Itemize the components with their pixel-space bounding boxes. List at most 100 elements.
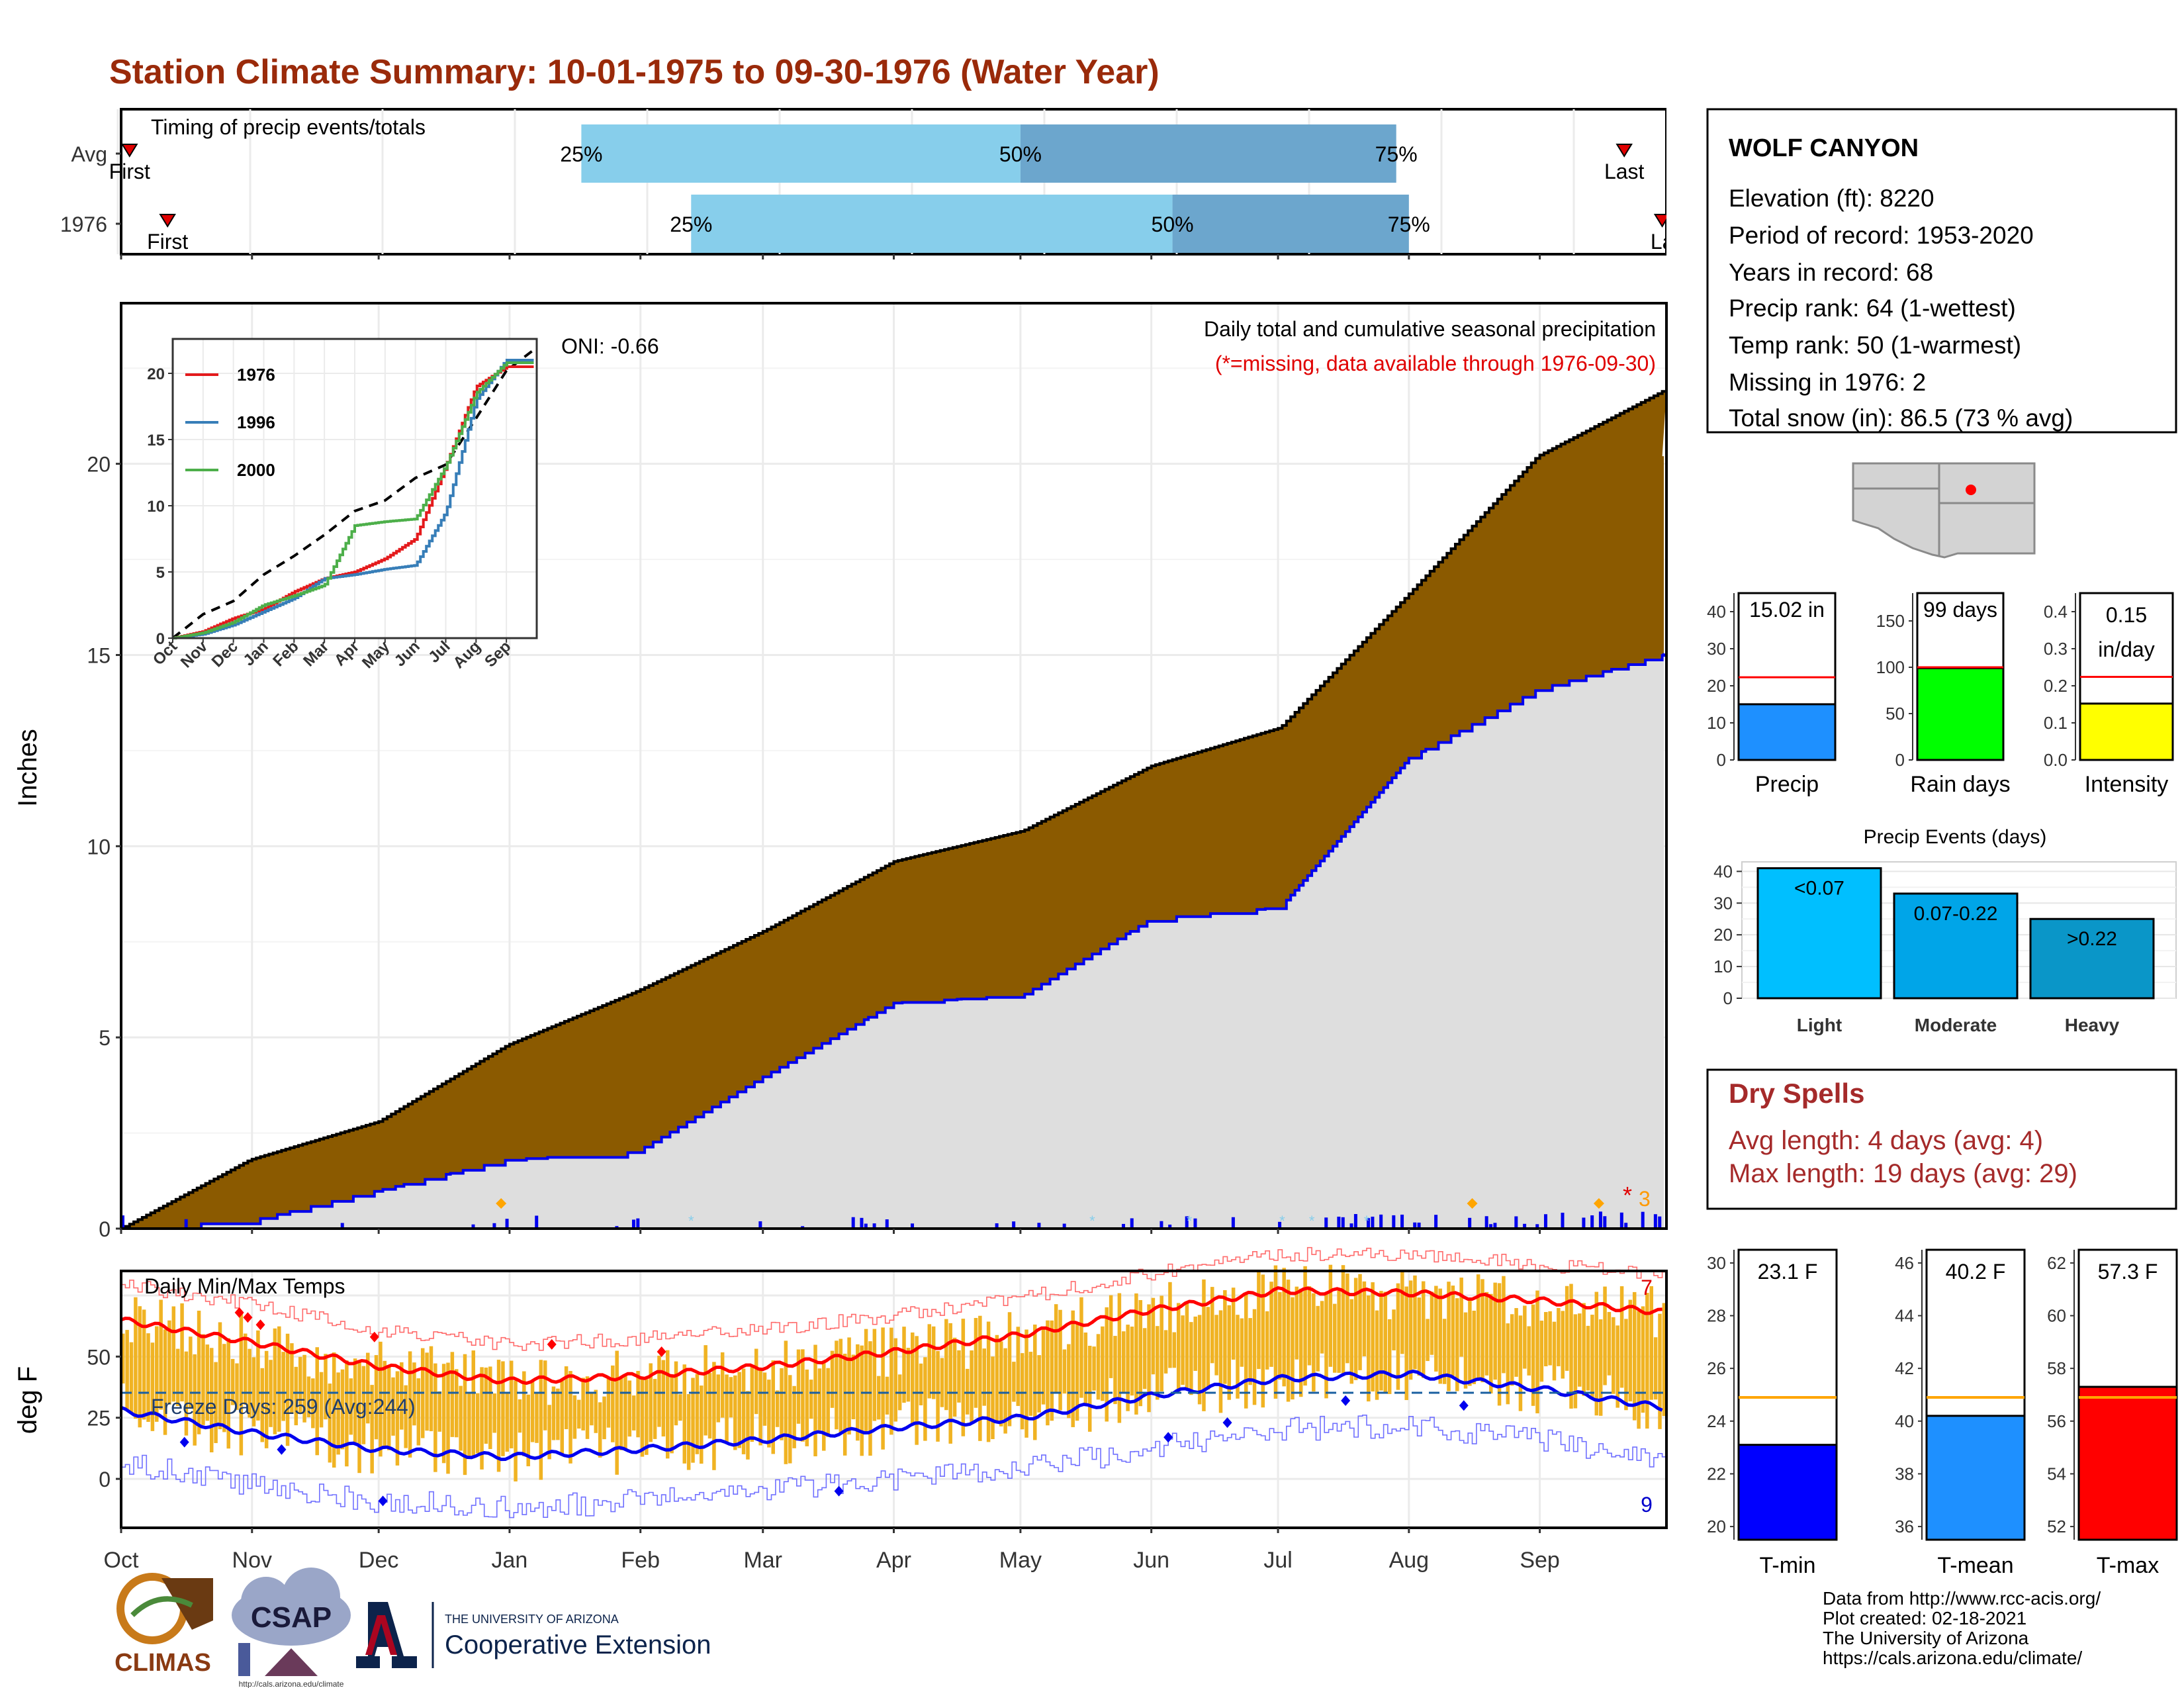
daily-temp-bar (391, 1377, 395, 1436)
inset-series-line (173, 365, 534, 639)
avg-cumulative-line (121, 390, 1666, 1230)
daily-temp-bar (463, 1354, 467, 1476)
daily-temp-bar (919, 1363, 923, 1405)
daily-precip-bar (1561, 1212, 1565, 1229)
daily-temp-bar (526, 1394, 530, 1467)
daily-precip-bar (1493, 1223, 1497, 1229)
temp-bar-value-label: 57.3 F (2098, 1260, 2158, 1284)
daily-temp-bar (864, 1329, 868, 1434)
last-event-marker (1653, 214, 1671, 228)
daily-temp-bar (488, 1366, 492, 1449)
daily-temp-bar (1189, 1322, 1193, 1395)
daily-temp-bar (1510, 1314, 1514, 1386)
daily-temp-bar (1117, 1293, 1122, 1423)
daily-temp-bar (1349, 1299, 1354, 1384)
daily-temp-bar (404, 1385, 408, 1448)
event-bar (1893, 892, 2019, 1000)
avg-max-line (120, 1286, 1662, 1385)
daily-temp-bar (758, 1368, 762, 1446)
daily-temp-bar (1430, 1291, 1434, 1355)
daily-temp-bar (294, 1366, 298, 1426)
daily-temp-bar (1105, 1307, 1109, 1422)
daily-temp-bar (1236, 1315, 1240, 1399)
daily-temp-bar (222, 1344, 226, 1432)
dry-title: Dry Spells (1729, 1078, 1864, 1109)
daily-temp-bar (805, 1369, 809, 1446)
daily-temp-bar (264, 1350, 269, 1448)
event-bar-label: <0.07 (1794, 878, 1844, 900)
daily-temp-bar (1603, 1286, 1607, 1385)
daily-temp-bar (602, 1396, 606, 1440)
daily-precip-bar (1468, 1217, 1472, 1229)
daily-temp-bar (273, 1328, 277, 1434)
small-bar-tick-label: 0 (1895, 750, 1905, 770)
record-low-marker (1163, 1432, 1173, 1443)
daily-precip-bar (1337, 1216, 1341, 1229)
temp-bar-tick-label: 44 (1895, 1306, 1914, 1326)
daily-precip-bar (864, 1223, 868, 1229)
credit-line: The University of Arizona (1823, 1628, 2029, 1648)
daily-temp-bar (505, 1392, 510, 1452)
daily-temp-bar (733, 1375, 737, 1450)
daily-temp-bar (1459, 1277, 1463, 1357)
daily-temp-bar (645, 1379, 649, 1455)
daily-temp-bar (876, 1376, 881, 1420)
record-high-marker (369, 1331, 379, 1342)
daily-temp-bar (927, 1324, 932, 1399)
events-title: Precip Events (days) (1864, 826, 2047, 848)
daily-temp-bar (1569, 1284, 1573, 1409)
daily-temp-bar (260, 1368, 265, 1442)
timing-p50-label: 50% (1152, 212, 1194, 236)
event-category-label: Light (1797, 1015, 1842, 1035)
daily-precip-bar (1037, 1223, 1041, 1229)
daily-temp-bar (1413, 1275, 1417, 1370)
daily-temp-bar (336, 1372, 340, 1455)
daily-precip-bar (1371, 1216, 1375, 1229)
daily-temp-bar (657, 1355, 661, 1427)
temp-ytick-label: 0 (99, 1468, 111, 1491)
daily-temp-bar (792, 1385, 796, 1448)
daily-temp-bar (142, 1309, 146, 1420)
daily-temp-bar (902, 1327, 906, 1403)
small-bar-tick-label: 0.4 (2044, 602, 2068, 622)
daily-temp-bar (239, 1313, 244, 1456)
precip-ytick-label: 15 (87, 643, 111, 667)
daily-temp-bar (467, 1393, 471, 1456)
daily-temp-bar (159, 1299, 163, 1410)
daily-temp-bar (1497, 1283, 1502, 1406)
daily-temp-bar (163, 1329, 167, 1435)
events-tick-label: 20 (1713, 925, 1733, 945)
avg-min-line (120, 1370, 1663, 1462)
record-max-line (121, 1246, 1666, 1351)
daily-temp-bar (893, 1338, 897, 1422)
temp-bar-tick-label: 36 (1895, 1517, 1914, 1536)
daily-temp-bar (606, 1378, 611, 1428)
daily-temp-bar (594, 1389, 598, 1433)
daily-precip-bar (1489, 1224, 1493, 1229)
daily-temp-bar (1404, 1286, 1408, 1401)
daily-temp-bar (475, 1393, 480, 1454)
daily-temp-bar (564, 1366, 569, 1430)
daily-temp-bar (1303, 1266, 1307, 1386)
daily-temp-bar (248, 1348, 251, 1418)
daily-temp-bar (1552, 1321, 1557, 1381)
temp-bar-tick-label: 40 (1895, 1411, 1914, 1431)
daily-temp-bar (175, 1348, 180, 1407)
small-bar-tick-label: 20 (1707, 676, 1726, 696)
daily-temp-bar (1387, 1319, 1392, 1394)
daily-temp-bar (780, 1368, 784, 1440)
record-low-marker (277, 1444, 287, 1455)
locator-map (1844, 462, 2036, 564)
temp-title: Daily Min/Max Temps (144, 1274, 345, 1298)
station-line: Missing in 1976: 2 (1729, 369, 1926, 396)
small-bar-tick-label: 0.2 (2044, 676, 2068, 696)
daily-temp-bar (1637, 1311, 1641, 1429)
record-high-marker (255, 1319, 265, 1331)
ua-big-text: Cooperative Extension (445, 1630, 711, 1660)
timing-p25-label: 25% (670, 212, 712, 236)
daily-temp-bar (1480, 1279, 1484, 1383)
csap-text: CSAP (251, 1601, 332, 1634)
small-bar-name: Rain days (1910, 772, 2010, 797)
events-tick-label: 40 (1713, 861, 1733, 881)
